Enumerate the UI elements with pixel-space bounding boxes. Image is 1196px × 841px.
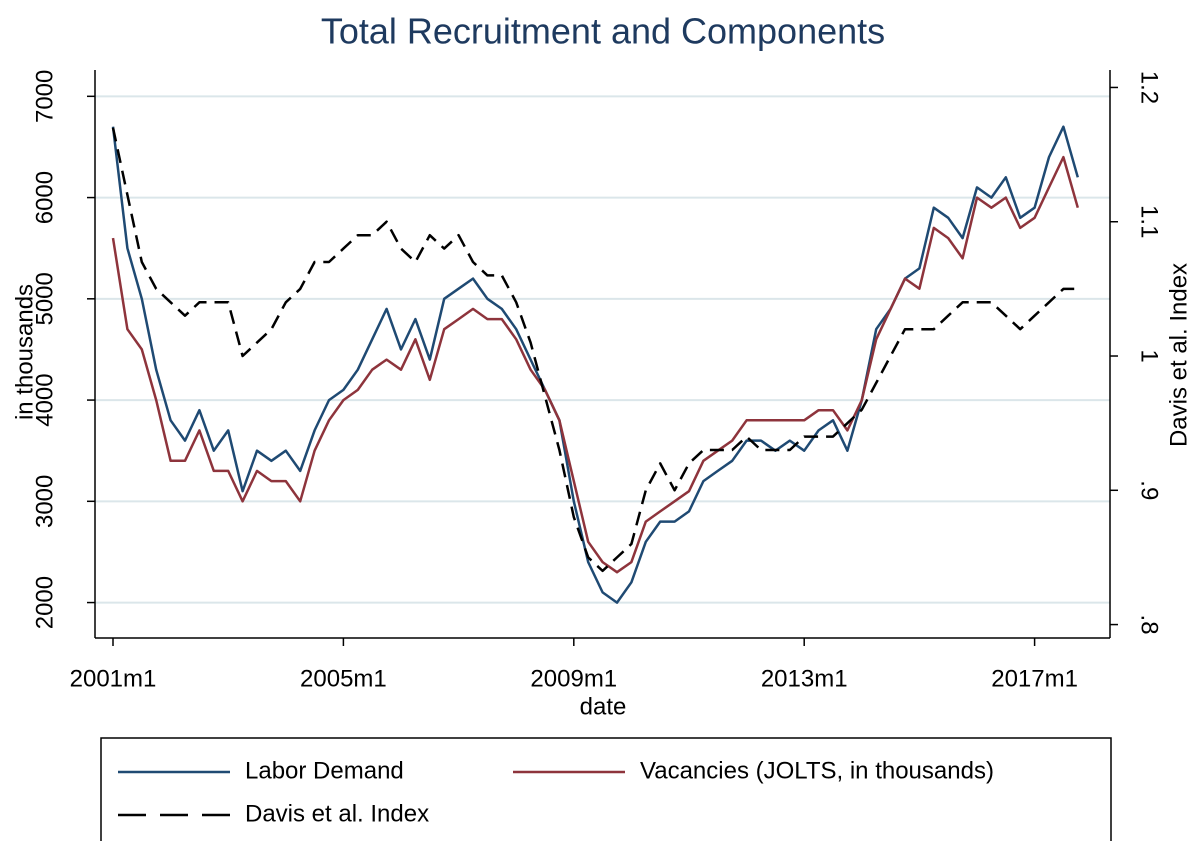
- y2-tick-label: 1: [1136, 349, 1163, 362]
- y2-tick-label: 1.1: [1136, 205, 1163, 238]
- legend-box: [100, 737, 1112, 841]
- x-tick-label: 2005m1: [300, 665, 387, 692]
- legend-label: Labor Demand: [245, 757, 404, 784]
- chart-title: Total Recruitment and Components: [321, 11, 885, 52]
- y-axis-title: in thousands: [11, 284, 38, 420]
- y-tick-label: 6000: [31, 171, 58, 224]
- y2-tick-label: .9: [1136, 480, 1163, 500]
- x-tick-label: 2013m1: [761, 665, 848, 692]
- y-tick-label: 4000: [31, 373, 58, 426]
- x-tick-label: 2001m1: [70, 665, 157, 692]
- y2-tick-label: 1.2: [1136, 71, 1163, 104]
- y-tick-label: 5000: [31, 272, 58, 325]
- x-tick-label: 2017m1: [991, 665, 1078, 692]
- x-axis-title: date: [580, 693, 627, 720]
- series-line: [111, 155, 1080, 574]
- y-tick-label: 7000: [31, 70, 58, 123]
- x-tick-label: 2009m1: [530, 665, 617, 692]
- legend-label: Davis et al. Index: [245, 800, 429, 827]
- y-tick-label: 3000: [31, 475, 58, 528]
- y2-axis-title: Davis et al. Index: [1165, 263, 1192, 447]
- y-tick-label: 2000: [31, 576, 58, 629]
- series-line: [111, 125, 1080, 604]
- legend-label: Vacancies (JOLTS, in thousands): [640, 757, 994, 784]
- y2-tick-label: .8: [1136, 615, 1163, 635]
- series-line: [111, 127, 1078, 573]
